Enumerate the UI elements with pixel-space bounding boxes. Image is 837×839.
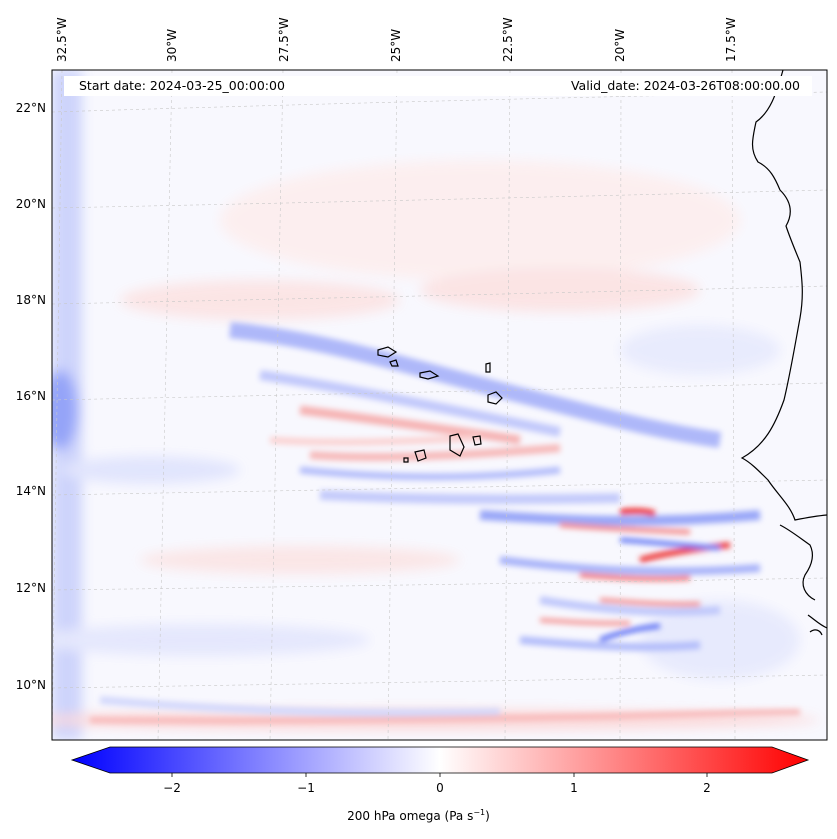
lon-label: 22.5°W — [501, 17, 515, 62]
lon-label: 32.5°W — [55, 17, 69, 62]
lon-label: 17.5°W — [724, 17, 738, 62]
omega-field — [52, 70, 827, 740]
colorbar-label: 200 hPa omega (Pa s−1) — [347, 808, 490, 823]
lon-labels: 32.5°W 30°W 27.5°W 25°W 22.5°W 20°W 17.5… — [55, 17, 738, 62]
coastline — [377, 70, 827, 636]
lat-labels: 22°N 20°N 18°N 16°N 14°N 12°N 10°N — [16, 101, 46, 692]
colorbar-tick-label: −2 — [163, 781, 181, 795]
lat-label: 22°N — [16, 101, 46, 115]
lon-label: 27.5°W — [277, 17, 291, 62]
colorbar-tick-label: 0 — [436, 781, 444, 795]
graticule — [52, 70, 827, 740]
colorbar-tick-label: −1 — [297, 781, 315, 795]
valid-date: Valid_date: 2024-03-26T08:00:00.00 — [570, 78, 800, 93]
header-box — [64, 76, 812, 96]
lat-label: 10°N — [16, 678, 46, 692]
lat-label: 12°N — [16, 581, 46, 595]
lat-label: 14°N — [16, 484, 46, 498]
start-date: Start date: 2024-03-25_00:00:00 — [79, 78, 285, 93]
lon-label: 30°W — [165, 29, 179, 62]
colorbar-tick-label: 2 — [703, 781, 711, 795]
lon-label: 25°W — [389, 29, 403, 62]
lat-label: 20°N — [16, 197, 46, 211]
map-frame — [51, 69, 828, 741]
lat-label: 18°N — [16, 293, 46, 307]
colorbar-tick-label: 1 — [570, 781, 578, 795]
lat-label: 16°N — [16, 389, 46, 403]
lon-label: 20°W — [613, 29, 627, 62]
colorbar: −2 −1 0 1 2 — [70, 746, 810, 795]
colorbar-ticks — [171, 773, 708, 777]
